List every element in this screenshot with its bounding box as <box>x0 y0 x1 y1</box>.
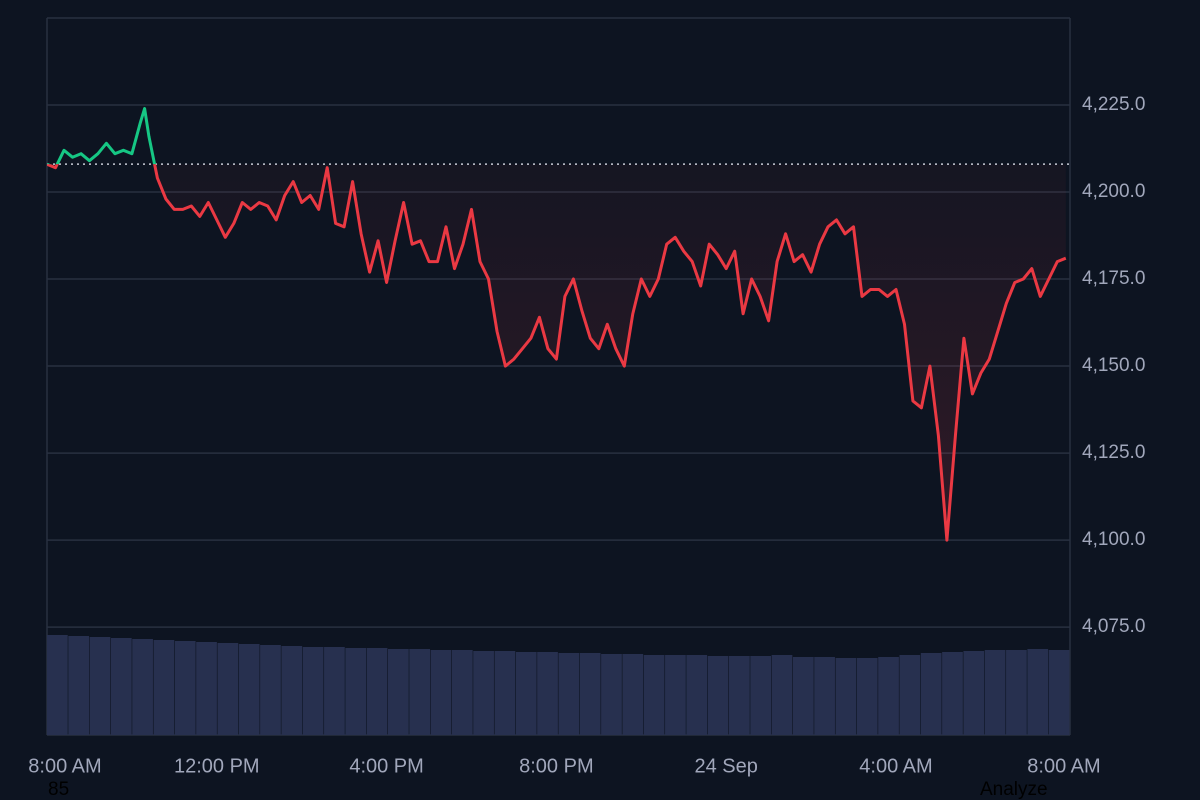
volume-bar <box>899 655 921 735</box>
x-tick-label: 8:00 AM <box>28 755 101 777</box>
volume-bar <box>324 647 345 735</box>
volume-bar <box>451 650 473 735</box>
volume-bar <box>942 652 963 735</box>
volume-bar <box>1027 649 1049 735</box>
x-tick-label: 8:00 PM <box>519 755 593 777</box>
volume-bar <box>792 657 814 735</box>
volume-bar <box>601 654 622 735</box>
price-line <box>47 107 1070 542</box>
volume-bar <box>878 657 899 735</box>
volume-bar <box>409 649 431 735</box>
y-tick-label: 4,100.0 <box>1082 529 1145 550</box>
volume-bar <box>473 651 494 735</box>
volume-bar <box>558 653 580 735</box>
volume-bar <box>835 658 857 735</box>
y-tick-label: 4,150.0 <box>1082 355 1145 376</box>
volume-bars <box>47 635 1070 735</box>
volume-bar <box>68 636 90 735</box>
volume-bar <box>494 651 516 735</box>
footer-left: 85 <box>48 779 69 800</box>
volume-bar <box>707 656 729 735</box>
volume-bar <box>686 655 708 735</box>
volume-bar <box>643 655 665 735</box>
volume-bar <box>984 650 1006 735</box>
volume-bar <box>132 639 153 735</box>
x-tick-label: 24 Sep <box>694 755 757 777</box>
volume-bar <box>430 650 452 735</box>
volume-bar <box>196 642 217 735</box>
volume-bar <box>302 647 324 735</box>
volume-bar <box>366 648 388 735</box>
volume-bar <box>750 656 772 735</box>
x-tick-label: 8:00 AM <box>1027 755 1100 777</box>
volume-bar <box>729 656 750 735</box>
x-tick-label: 4:00 PM <box>349 755 423 777</box>
volume-bar <box>174 641 196 735</box>
x-tick-label: 12:00 PM <box>174 755 260 777</box>
volume-bar <box>515 652 537 735</box>
x-tick-label: 4:00 AM <box>859 755 932 777</box>
price-area <box>47 164 1066 541</box>
volume-bar <box>1048 650 1070 735</box>
price-line-down <box>47 164 1067 542</box>
volume-bar <box>622 654 644 735</box>
volume-bar <box>89 637 111 735</box>
volume-bar <box>345 648 367 735</box>
y-tick-label: 4,200.0 <box>1082 181 1145 202</box>
volume-bar <box>1006 650 1027 735</box>
volume-bar <box>260 645 281 735</box>
axis-labels: 4,075.0 4,100.0 4,125.0 4,150.0 4,175.0 4,200… <box>28 94 1145 777</box>
volume-bar <box>110 638 132 735</box>
volume-bar <box>537 652 558 735</box>
volume-bar <box>281 646 303 735</box>
volume-bar <box>920 653 942 735</box>
y-tick-label: 4,175.0 <box>1082 268 1145 289</box>
volume-bar <box>388 649 409 735</box>
volume-bar <box>217 643 239 735</box>
volume-bar <box>814 657 835 735</box>
volume-bar <box>153 640 175 735</box>
volume-bar <box>579 653 601 735</box>
volume-bar <box>963 651 985 735</box>
volume-bar <box>47 635 68 735</box>
volume-bar <box>771 655 793 735</box>
y-tick-label: 4,125.0 <box>1082 442 1145 463</box>
volume-bar <box>856 658 878 735</box>
volume-bar <box>238 644 260 735</box>
volume-bar <box>665 655 686 735</box>
footer-right: Analyze <box>980 779 1048 800</box>
y-tick-label: 4,225.0 <box>1082 94 1145 115</box>
y-tick-label: 4,075.0 <box>1082 616 1145 637</box>
